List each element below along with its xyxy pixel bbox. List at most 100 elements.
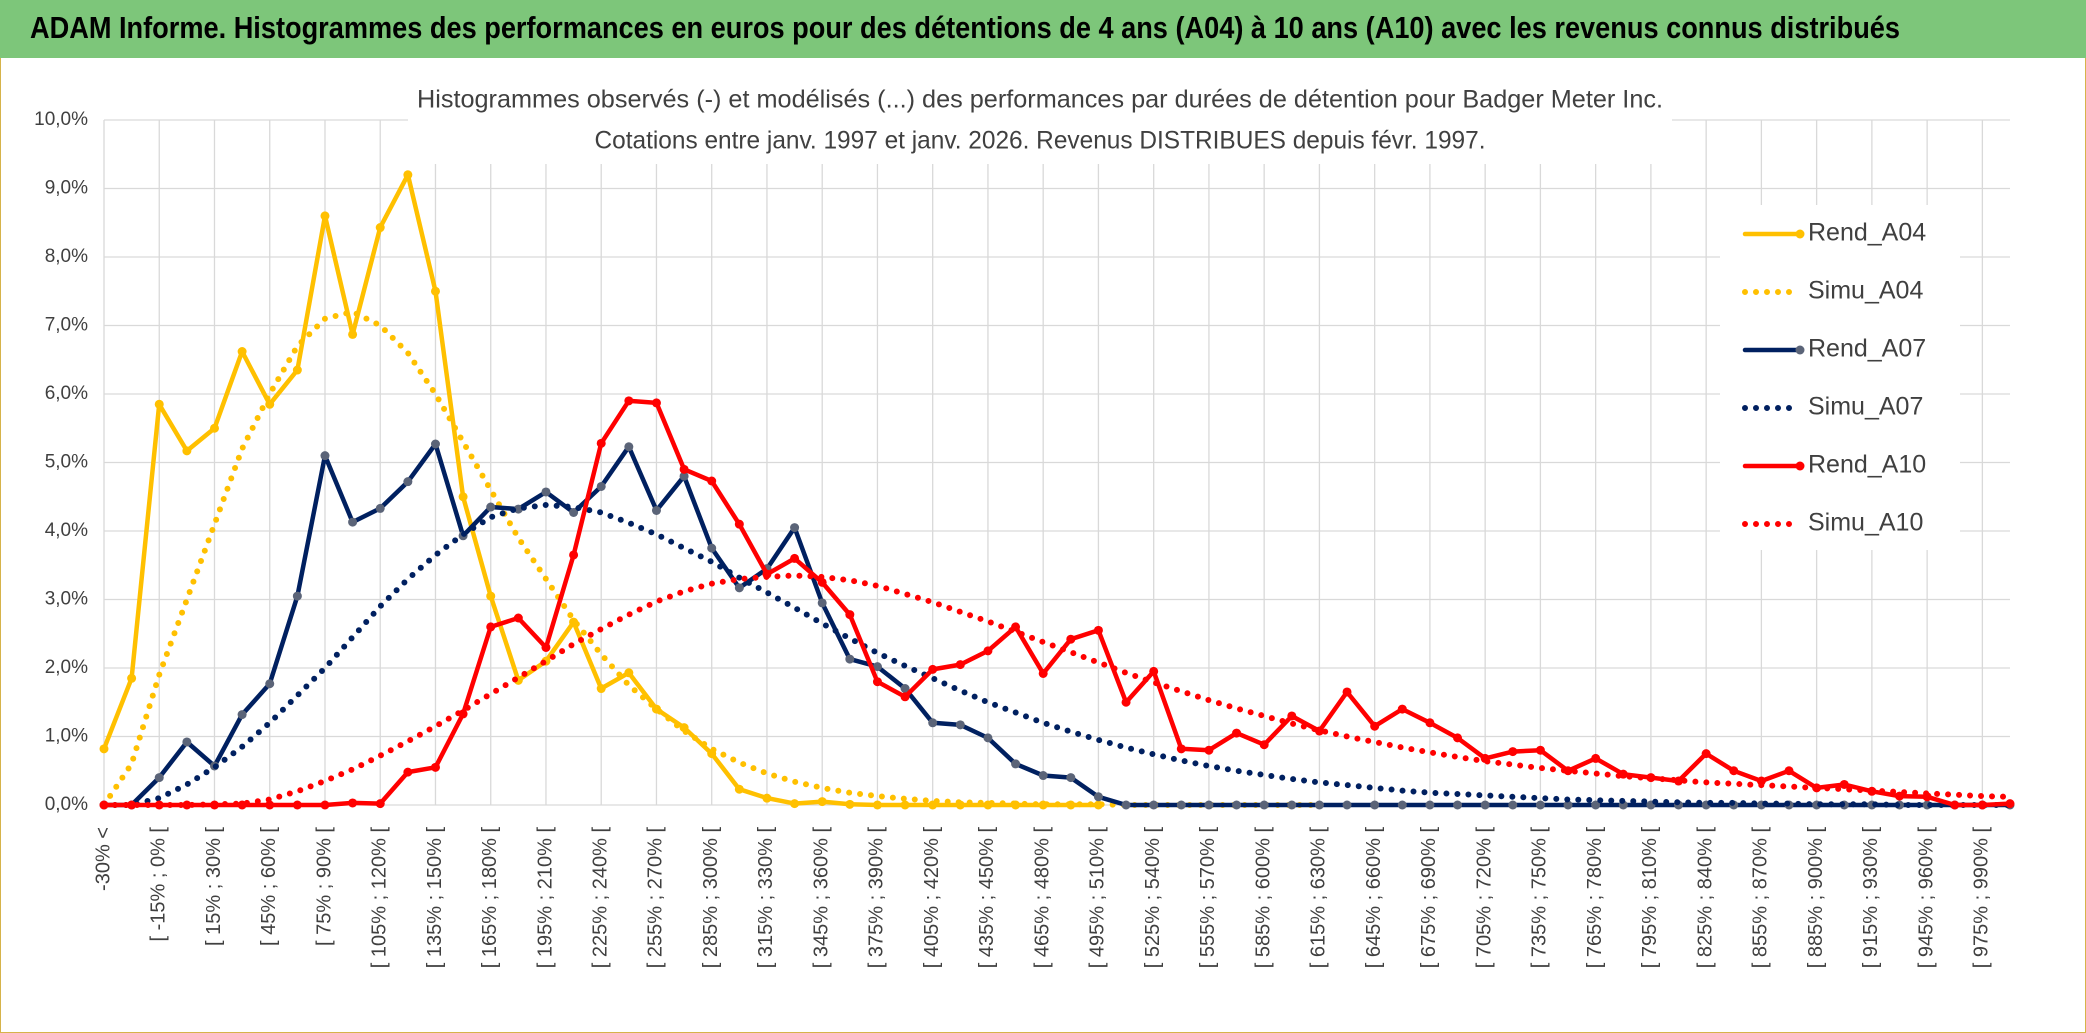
data-point	[348, 329, 358, 339]
data-point	[1508, 800, 1518, 810]
data-point	[1038, 668, 1048, 678]
data-point	[955, 720, 965, 730]
header-title: ADAM Informe. Histogrammes des performan…	[30, 10, 1900, 45]
data-point	[624, 396, 634, 406]
data-point	[1370, 721, 1380, 731]
data-point	[1232, 728, 1242, 738]
y-tick-label: 8,0%	[45, 246, 88, 267]
chart-subtitle: Cotations entre janv. 1997 et janv. 2026…	[595, 127, 1486, 155]
legend-background	[1720, 205, 1960, 550]
data-point	[320, 211, 330, 221]
data-point	[1149, 666, 1159, 676]
data-point	[2005, 799, 2015, 809]
data-point	[430, 439, 440, 449]
data-point	[1977, 800, 1987, 810]
data-point	[1093, 792, 1103, 802]
data-point	[955, 660, 965, 670]
plot-area	[99, 170, 2015, 810]
data-point	[651, 505, 661, 515]
data-point	[458, 492, 468, 502]
data-point	[375, 223, 385, 233]
data-point	[348, 798, 358, 808]
data-point	[679, 471, 689, 481]
data-point	[569, 508, 579, 518]
data-point	[182, 446, 192, 456]
data-point	[1453, 733, 1463, 743]
data-point	[182, 800, 192, 810]
data-point	[845, 610, 855, 620]
legend-label: Simu_A07	[1808, 393, 1923, 421]
data-point	[182, 737, 192, 747]
data-point	[237, 347, 247, 357]
data-point	[900, 692, 910, 702]
data-point	[679, 464, 689, 474]
data-point	[99, 744, 109, 754]
data-point	[707, 476, 717, 486]
data-point	[513, 504, 523, 514]
data-point	[1839, 779, 1849, 789]
data-point	[403, 477, 413, 487]
data-point	[320, 800, 330, 810]
data-point	[154, 773, 164, 783]
data-point	[734, 519, 744, 529]
data-point	[900, 800, 910, 810]
data-point	[817, 577, 827, 587]
x-tick-label: [ 825% ; 840% [	[1694, 827, 1716, 969]
data-point	[1425, 800, 1435, 810]
data-point	[430, 286, 440, 296]
data-point	[983, 646, 993, 656]
x-tick-label: [ 555% ; 570% [	[1197, 827, 1219, 969]
y-tick-label: 2,0%	[45, 657, 88, 678]
data-point	[1508, 747, 1518, 757]
legend-marker	[1795, 229, 1805, 239]
data-point	[320, 451, 330, 461]
data-point	[1066, 773, 1076, 783]
title-background	[408, 80, 1672, 164]
chart-title: Histogrammes observés (-) et modélisés (…	[417, 86, 1663, 114]
data-point	[403, 170, 413, 180]
data-point	[845, 654, 855, 664]
data-point	[872, 800, 882, 810]
x-tick-label: [ 15% ; 30% [	[203, 827, 225, 946]
x-tick-label: [ 435% ; 450% [	[976, 827, 998, 969]
x-tick-label: -30% <	[92, 827, 114, 891]
data-point	[900, 684, 910, 694]
y-tick-label: 1,0%	[45, 726, 88, 747]
legend-label: Rend_A04	[1808, 219, 1926, 247]
data-point	[983, 733, 993, 743]
data-point	[1701, 749, 1711, 759]
data-point	[928, 664, 938, 674]
x-tick-label: [ 705% ; 720% [	[1473, 827, 1495, 969]
x-tick-label: [ 105% ; 120% [	[369, 827, 391, 969]
x-tick-label: [ 525% ; 540% [	[1142, 827, 1164, 969]
x-tick-label: [ 345% ; 360% [	[810, 827, 832, 969]
series-line	[101, 502, 2013, 808]
x-tick-label: [ -15% ; 0% [	[148, 827, 170, 942]
data-point	[596, 684, 606, 694]
data-point	[1011, 759, 1021, 769]
x-tick-label: [ 615% ; 630% [	[1308, 827, 1330, 969]
data-point	[1121, 800, 1131, 810]
data-point	[1397, 800, 1407, 810]
x-tick-label: [ 795% ; 810% [	[1639, 827, 1661, 969]
x-tick-label: [ 45% ; 60% [	[258, 827, 280, 946]
data-point	[265, 800, 275, 810]
data-point	[1093, 625, 1103, 635]
x-tick-label: [ 75% ; 90% [	[313, 827, 335, 946]
legend-marker	[1795, 345, 1805, 355]
data-point	[486, 502, 496, 512]
x-tick-label: [ 225% ; 240% [	[589, 827, 611, 969]
y-tick-label: 7,0%	[45, 315, 88, 336]
data-point	[127, 800, 137, 810]
data-point	[762, 793, 772, 803]
data-point	[1535, 745, 1545, 755]
data-point	[1204, 745, 1214, 755]
data-point	[375, 799, 385, 809]
x-tick-label: [ 165% ; 180% [	[479, 827, 501, 969]
data-point	[1784, 766, 1794, 776]
legend-label: Simu_A04	[1808, 277, 1923, 305]
data-point	[1397, 704, 1407, 714]
x-tick-label: [ 255% ; 270% [	[645, 827, 667, 969]
data-point	[1729, 766, 1739, 776]
